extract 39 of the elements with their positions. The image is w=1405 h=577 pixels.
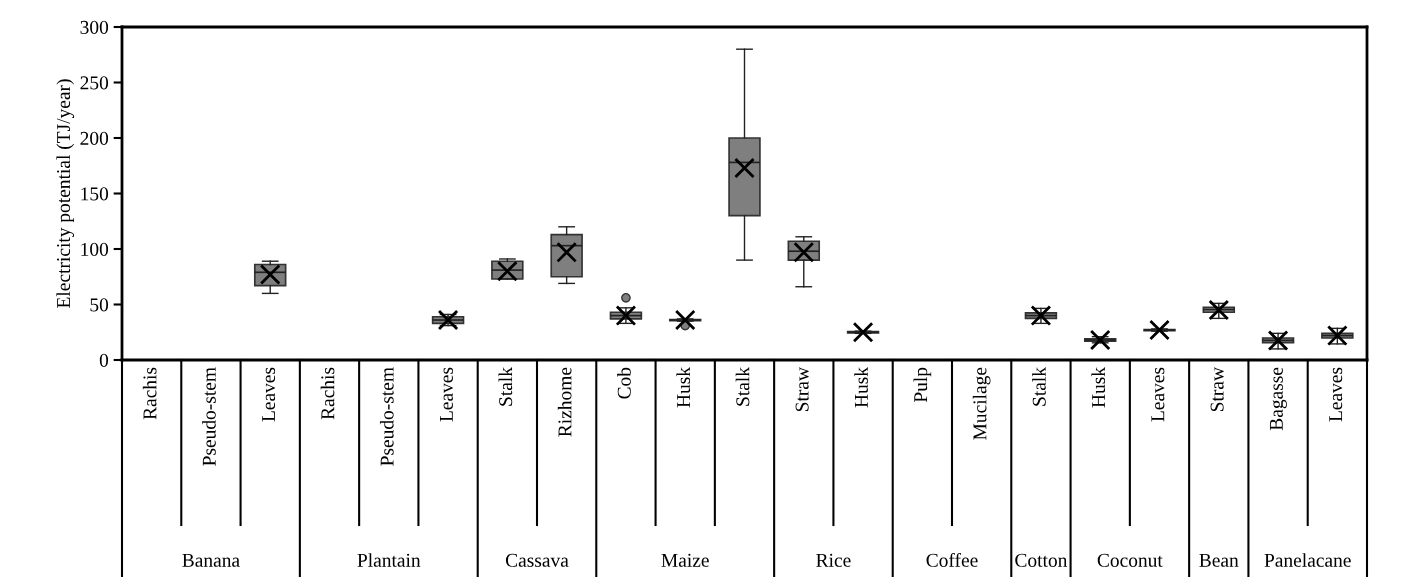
x-tick-label: Leaves bbox=[1329, 367, 1343, 422]
x-tick-label: Rachis bbox=[320, 367, 335, 420]
text: Plantain bbox=[357, 553, 421, 567]
text: Rice bbox=[816, 553, 851, 567]
x-tick-label: Leaves bbox=[440, 367, 453, 422]
y-tick-label: 0 bbox=[99, 353, 109, 367]
x-tick-label: Rachis bbox=[142, 367, 157, 420]
text: Panelacane bbox=[1264, 553, 1351, 567]
x-tick-label: Cob bbox=[617, 367, 631, 399]
x-tick-label: Leaves bbox=[262, 367, 276, 422]
text: Banana bbox=[182, 553, 240, 567]
x-tick-label: Straw bbox=[1210, 367, 1224, 412]
y-axis-title: Electricity potential (TJ/year) bbox=[56, 79, 75, 308]
y-tick-label: 100 bbox=[81, 242, 109, 256]
y-tick-label: 200 bbox=[80, 131, 109, 145]
x-tick-label: Husk bbox=[854, 367, 868, 408]
text: Bean bbox=[1199, 553, 1239, 567]
x-tick-label: Mucilage bbox=[972, 367, 991, 440]
x-tick-label: Husk bbox=[1091, 367, 1106, 408]
y-tick-label: 50 bbox=[90, 298, 109, 312]
y-tick-label: 300 bbox=[80, 20, 109, 34]
y-tick-label: 250 bbox=[80, 76, 109, 90]
text: Cotton bbox=[1015, 553, 1068, 567]
x-tick-label: Pseudo-stem bbox=[202, 367, 216, 466]
text: Maize bbox=[661, 553, 709, 567]
x-tick-label: Pulp bbox=[913, 367, 932, 403]
x-tick-label: Bagasse bbox=[1269, 367, 1287, 431]
x-tick-label: Husk bbox=[676, 367, 691, 408]
x-tick-label: Straw bbox=[795, 367, 809, 412]
x-tick-label: Stalk bbox=[1032, 367, 1046, 406]
x-tick-label: Stalk bbox=[735, 367, 750, 406]
x-tick-label: Pseudo-stem bbox=[379, 367, 394, 466]
text: Coffee bbox=[926, 552, 978, 567]
y-tick-label: 150 bbox=[81, 187, 109, 201]
text: Coconut bbox=[1097, 553, 1163, 567]
text: Cassava bbox=[505, 553, 569, 567]
x-tick-label: Rizhome bbox=[557, 367, 572, 437]
x-tick-label: Leaves bbox=[1151, 367, 1165, 422]
x-tick-label: Stalk bbox=[498, 367, 513, 406]
